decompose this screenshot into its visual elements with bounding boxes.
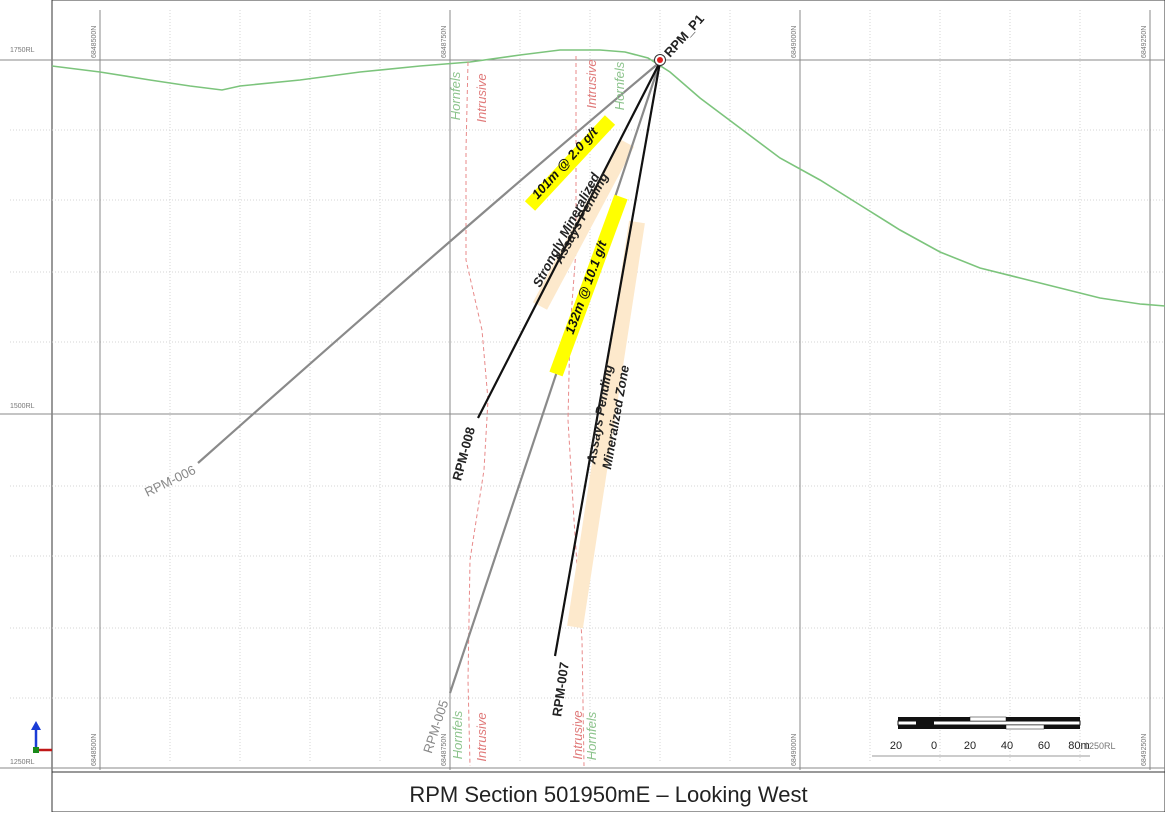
intrusive-label-bottom-right: Intrusive (570, 710, 585, 759)
northing-label-top-2: 6848750N (441, 26, 448, 58)
rpm-005-trace (448, 61, 662, 694)
northing-label-bottom-2: 6848750N (441, 734, 448, 766)
intrusive-label-top-right: Intrusive (584, 59, 599, 108)
scale-tick-4: 40 (1001, 740, 1013, 752)
rpm-006-label: RPM-006 (142, 462, 198, 500)
collar-label: RPM_P1 (661, 11, 707, 60)
northing-label-bottom-3: 6849000N (791, 734, 798, 766)
rpm-006-trace (197, 61, 661, 464)
scale-tick-1: 20 (890, 740, 902, 752)
rpm-008-trace (477, 61, 661, 419)
elevation-label-1500: 1500RL (10, 403, 35, 410)
scale-tick-6: 80m (1068, 740, 1089, 752)
orientation-axes-icon (31, 721, 52, 753)
scale-bar: 20 0 20 40 60 80m (872, 716, 1090, 757)
intrusive-label-top-left: Intrusive (474, 73, 489, 122)
major-grid (0, 10, 1165, 770)
topography-line (51, 49, 1165, 307)
rpm-007-interval-highlight (549, 194, 628, 377)
rpm-008-mineralized-zone (532, 139, 635, 310)
rpm-008-label: RPM-008 (449, 425, 478, 482)
northing-label-top-4: 6849250N (1141, 26, 1148, 58)
hornfels-label-top-right: Hornfels (612, 61, 627, 110)
northing-label-top-3: 6849000N (791, 26, 798, 58)
rpm-008-interval-highlight (524, 115, 616, 211)
scale-tick-2: 0 (931, 740, 937, 752)
rpm-007-trace (553, 61, 662, 657)
elevation-label-1250: 1250RL (10, 759, 35, 766)
collar-marker-center (657, 57, 663, 63)
hornfels-label-top-left: Hornfels (448, 71, 463, 120)
intrusive-label-bottom-left: Intrusive (474, 712, 489, 761)
elevation-label-right: 1250RL (1084, 741, 1116, 751)
elevation-label-1750: 1750RL (10, 47, 35, 54)
northing-label-bottom-1: 6848500N (91, 734, 98, 766)
hornfels-label-bottom-left: Hornfels (450, 710, 465, 759)
northing-label-top-1: 6848500N (91, 26, 98, 58)
scale-tick-3: 20 (964, 740, 976, 752)
scale-tick-5: 60 (1038, 740, 1050, 752)
hornfels-label-bottom-right: Hornfels (584, 711, 599, 760)
minor-grid (10, 10, 1165, 762)
rpm-007-label: RPM-007 (549, 661, 571, 717)
rpm-007-mineralized-zone (567, 220, 645, 629)
northing-label-bottom-4: 6849250N (1141, 734, 1148, 766)
section-caption: RPM Section 501950mE – Looking West (409, 782, 808, 807)
